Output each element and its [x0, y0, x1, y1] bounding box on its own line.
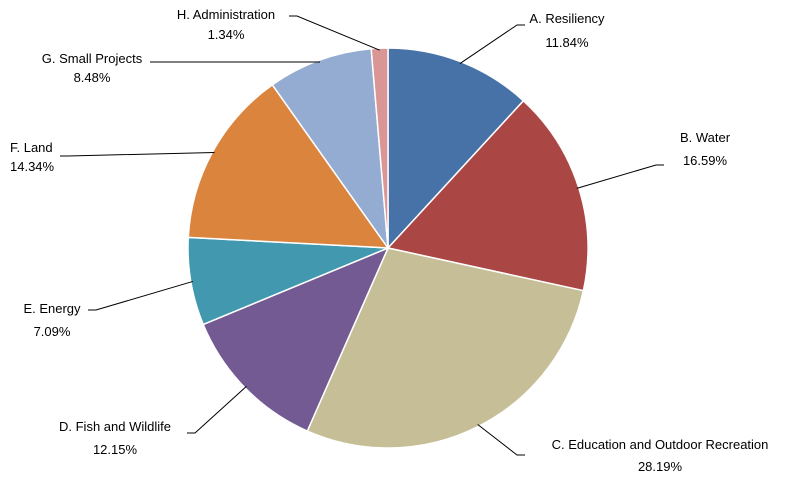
slice-percent-label: 12.15%	[93, 442, 138, 457]
slice-category-label: G. Small Projects	[42, 51, 143, 66]
slice-percent-label: 1.34%	[208, 27, 245, 42]
slice-percent-label: 16.59%	[683, 153, 728, 168]
slice-percent-label: 28.19%	[638, 459, 683, 474]
leader-line-d	[187, 386, 246, 433]
leader-line-a	[460, 25, 525, 64]
leader-line-b	[577, 165, 664, 188]
slice-category-label: D. Fish and Wildlife	[59, 419, 171, 434]
slice-category-label: E. Energy	[23, 301, 81, 316]
slice-category-label: H. Administration	[177, 7, 275, 22]
slice-percent-label: 14.34%	[10, 159, 55, 174]
slice-category-label: C. Education and Outdoor Recreation	[552, 437, 769, 452]
slice-percent-label: 7.09%	[34, 324, 71, 339]
leader-line-f	[60, 152, 215, 156]
slice-percent-label: 11.84%	[545, 35, 589, 50]
leader-line-h	[289, 16, 380, 50]
leader-line-e	[88, 281, 193, 310]
leader-line-c	[478, 425, 525, 455]
slice-percent-label: 8.48%	[74, 70, 111, 85]
slice-category-label: A. Resiliency	[529, 11, 605, 26]
pie-slices	[188, 48, 588, 448]
slice-category-label: F. Land	[10, 140, 53, 155]
slice-category-label: B. Water	[680, 130, 731, 145]
